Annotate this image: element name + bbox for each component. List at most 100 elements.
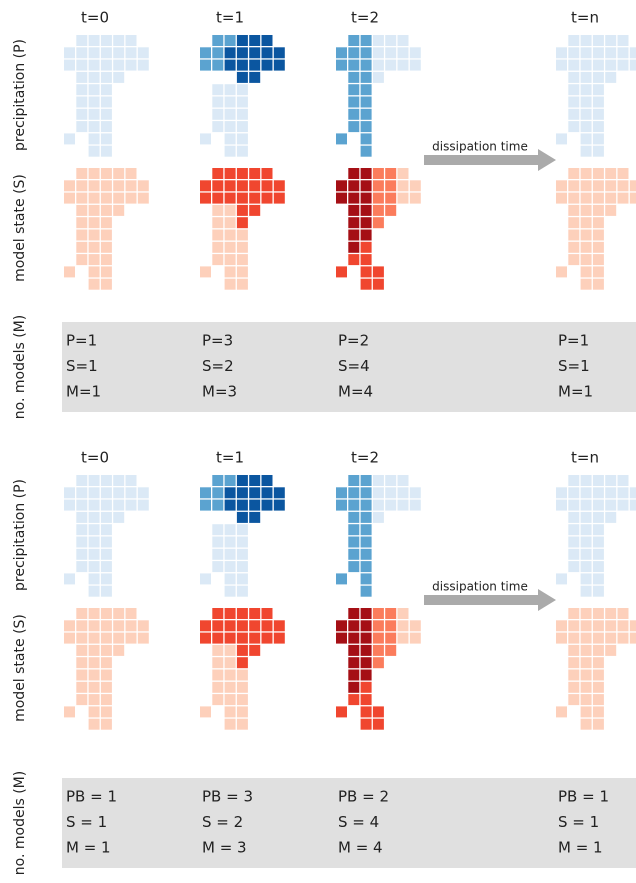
grid-cell bbox=[372, 718, 384, 730]
grid-cell bbox=[592, 35, 604, 46]
grid-cell bbox=[556, 266, 567, 278]
grid-cell bbox=[360, 718, 372, 730]
grid-cell bbox=[629, 487, 636, 499]
grid-cell bbox=[385, 475, 397, 486]
grid-cell bbox=[348, 229, 360, 241]
grid-cell bbox=[568, 192, 580, 204]
grid-cell bbox=[592, 108, 604, 120]
grid-cell bbox=[261, 180, 273, 192]
grid-cell bbox=[76, 254, 88, 266]
grid-cell bbox=[360, 266, 372, 278]
grid-cell bbox=[580, 47, 592, 59]
grid-cell bbox=[236, 644, 248, 656]
grid-cell bbox=[212, 204, 224, 216]
grid-cell bbox=[568, 96, 580, 108]
grid-cell bbox=[224, 706, 236, 718]
grid-cell bbox=[360, 168, 372, 179]
grid-cell bbox=[100, 133, 112, 145]
grid-cell bbox=[88, 536, 100, 548]
grid-cell bbox=[125, 59, 137, 71]
grid-cell bbox=[605, 47, 617, 59]
grid-cell bbox=[629, 632, 636, 644]
grid-cell bbox=[236, 71, 248, 83]
grid-cell bbox=[212, 548, 224, 560]
grid-cell bbox=[592, 536, 604, 548]
count-line: M=3 bbox=[202, 383, 237, 401]
grid-cell bbox=[76, 536, 88, 548]
grid-cell bbox=[224, 536, 236, 548]
grid-cell bbox=[224, 168, 236, 179]
grid-cell bbox=[212, 499, 224, 511]
column-header: t=0 bbox=[81, 449, 109, 467]
count-line: M=4 bbox=[338, 383, 373, 401]
grid-cell bbox=[580, 681, 592, 693]
grid-cell bbox=[236, 475, 248, 486]
grid-cell bbox=[568, 168, 580, 179]
grid-cell bbox=[261, 47, 273, 59]
grid-cell bbox=[76, 511, 88, 523]
grid-cell bbox=[409, 180, 421, 192]
count-line: S = 1 bbox=[66, 813, 107, 831]
grid-cell bbox=[629, 180, 636, 192]
grid-cell bbox=[100, 217, 112, 229]
grid-cell bbox=[617, 487, 629, 499]
grid-cell bbox=[113, 204, 125, 216]
arrow-label: dissipation time bbox=[432, 140, 528, 154]
grid-cell bbox=[212, 681, 224, 693]
grid-cell bbox=[360, 35, 372, 46]
grid-cell bbox=[556, 487, 567, 499]
grid-cell bbox=[580, 644, 592, 656]
grid-cell bbox=[113, 511, 125, 523]
grid-cell bbox=[224, 657, 236, 669]
grid-cell bbox=[605, 620, 617, 632]
grid-cell bbox=[580, 133, 592, 145]
count-line: S=1 bbox=[66, 357, 98, 375]
grid-cell bbox=[76, 487, 88, 499]
grid-cell bbox=[348, 669, 360, 681]
grid-cell bbox=[568, 644, 580, 656]
grid-cell bbox=[360, 573, 372, 585]
grid-cell bbox=[113, 168, 125, 179]
grid-cell bbox=[273, 180, 285, 192]
grid-cell bbox=[236, 254, 248, 266]
grid-cell bbox=[261, 608, 273, 619]
count-line: M = 4 bbox=[338, 839, 383, 857]
grid-cell bbox=[372, 632, 384, 644]
grid-cell bbox=[568, 35, 580, 46]
grid-cell bbox=[137, 487, 149, 499]
grid-cell bbox=[224, 718, 236, 730]
grid-cell bbox=[348, 632, 360, 644]
grid-cell bbox=[385, 608, 397, 619]
grid-cell bbox=[348, 657, 360, 669]
column-header: t=n bbox=[571, 449, 599, 467]
grid-cell bbox=[224, 620, 236, 632]
grid-cell bbox=[580, 561, 592, 573]
grid-cell bbox=[236, 561, 248, 573]
grid-cell bbox=[273, 47, 285, 59]
grid-cell bbox=[88, 84, 100, 96]
grid-cell bbox=[88, 499, 100, 511]
grid-cell bbox=[372, 266, 384, 278]
grid-cell bbox=[580, 192, 592, 204]
grid-cell bbox=[580, 487, 592, 499]
grid-cell bbox=[397, 47, 409, 59]
grid-cell bbox=[360, 108, 372, 120]
grid-cell bbox=[580, 694, 592, 706]
grid-cell bbox=[385, 35, 397, 46]
grid-cell bbox=[580, 499, 592, 511]
grid-cell bbox=[212, 108, 224, 120]
grid-cell bbox=[360, 608, 372, 619]
grid-cell bbox=[568, 217, 580, 229]
grid-cell bbox=[236, 229, 248, 241]
grid-cell bbox=[261, 59, 273, 71]
grid-cell bbox=[224, 278, 236, 290]
grid-cell bbox=[580, 536, 592, 548]
grid-cell bbox=[212, 657, 224, 669]
grid-cell bbox=[348, 59, 360, 71]
grid-cell bbox=[360, 180, 372, 192]
grid-cell bbox=[580, 475, 592, 486]
grid-cell bbox=[224, 487, 236, 499]
grid-cell bbox=[88, 644, 100, 656]
grid-cell bbox=[224, 499, 236, 511]
grid-cell bbox=[249, 35, 261, 46]
